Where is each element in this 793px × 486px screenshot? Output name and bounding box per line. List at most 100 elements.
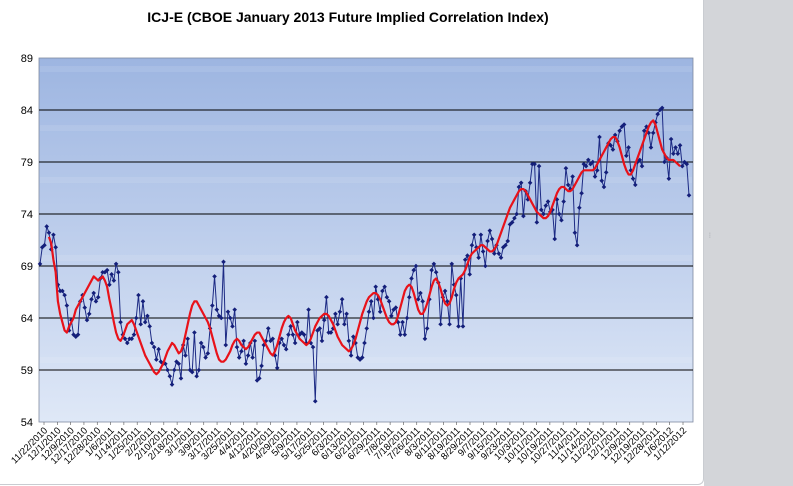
data-point-marker [185, 336, 191, 342]
data-point-marker [362, 340, 367, 346]
data-point-marker [201, 344, 206, 350]
data-point-marker [570, 174, 575, 179]
data-point-marker [151, 344, 157, 350]
data-point-marker [449, 261, 455, 267]
data-point-marker [590, 159, 596, 165]
data-point-marker [319, 338, 325, 344]
data-point-marker [675, 151, 681, 156]
data-point-marker [512, 215, 517, 221]
data-point-marker [500, 244, 506, 250]
data-point-marker [422, 336, 428, 342]
data-point-marker [498, 255, 504, 260]
data-point-marker [328, 330, 334, 335]
data-point-marker [594, 168, 600, 173]
data-point-marker [662, 159, 667, 165]
data-point-marker [534, 220, 540, 225]
data-point-marker [559, 217, 564, 223]
data-point-marker [145, 313, 150, 319]
data-point-marker [619, 124, 625, 129]
data-point-marker [46, 230, 52, 236]
data-point-marker [252, 338, 258, 344]
data-point-marker [301, 332, 307, 337]
data-point-marker [556, 211, 562, 217]
data-point-marker [601, 184, 607, 190]
data-point-marker [442, 288, 448, 294]
data-point-marker [165, 367, 170, 373]
data-point-marker [617, 128, 622, 134]
data-point-marker [632, 182, 638, 188]
data-point-marker [333, 311, 338, 317]
data-point-marker [109, 272, 114, 277]
data-point-marker [458, 276, 464, 281]
data-point-marker [42, 242, 47, 248]
y-tick-label: 79 [21, 157, 33, 169]
side-panel [704, 0, 793, 486]
data-point-marker [315, 328, 320, 333]
data-point-marker [317, 326, 323, 331]
data-point-marker [532, 161, 537, 167]
data-point-marker [402, 332, 408, 337]
data-point-marker [348, 353, 354, 358]
data-point-marker [321, 317, 327, 323]
data-point-marker [113, 261, 119, 267]
y-tick-label: 54 [21, 417, 33, 429]
data-point-marker [382, 284, 387, 290]
y-tick-label: 84 [21, 105, 33, 117]
data-point-marker [373, 284, 378, 290]
data-point-marker [60, 288, 65, 294]
data-point-marker [212, 274, 217, 279]
data-point-marker [299, 330, 305, 335]
data-point-marker [543, 203, 549, 208]
data-point-marker [357, 357, 363, 362]
data-point-marker [286, 332, 291, 337]
data-point-marker [478, 232, 484, 238]
data-point-marker [192, 330, 197, 335]
data-point-marker [597, 134, 602, 140]
y-tick-label: 59 [21, 365, 33, 377]
data-point-marker [686, 192, 692, 198]
data-point-marker [538, 207, 544, 213]
data-point-marker [257, 376, 262, 381]
data-point-marker [431, 261, 437, 267]
data-point-marker [163, 361, 168, 367]
data-point-marker [241, 338, 246, 344]
data-point-marker [292, 340, 298, 346]
data-point-marker [577, 205, 582, 211]
data-point-marker [86, 311, 92, 317]
data-point-marker [232, 307, 237, 312]
data-point-marker [53, 244, 58, 250]
data-point-marker [156, 346, 161, 352]
data-point-marker [324, 294, 329, 300]
data-point-marker [142, 319, 148, 325]
data-point-marker [492, 251, 497, 256]
data-point-marker [398, 332, 403, 337]
data-point-marker [84, 317, 90, 323]
data-point-marker [295, 319, 300, 325]
data-point-marker [169, 382, 175, 387]
data-point-marker [462, 257, 468, 263]
data-point-marker [404, 315, 410, 321]
resize-grip-icon[interactable]: ⋮ [707, 233, 713, 239]
data-point-marker [149, 340, 155, 346]
data-point-marker [279, 336, 284, 342]
y-tick-label: 69 [21, 261, 33, 273]
data-point-marker [176, 361, 182, 367]
data-point-marker [415, 296, 421, 302]
data-point-marker [270, 336, 276, 342]
data-point-marker [386, 299, 392, 304]
data-point-marker [630, 176, 636, 181]
data-point-marker [225, 309, 231, 315]
data-point-marker [245, 353, 251, 358]
x-axis-ticks: 11/22/201012/1/201012/9/201012/17/201012… [9, 422, 689, 467]
data-point-marker [214, 307, 220, 312]
data-point-marker [561, 199, 566, 204]
data-point-marker [91, 290, 97, 296]
data-point-marker [579, 190, 584, 196]
data-point-marker [377, 309, 383, 315]
data-point-marker [95, 294, 101, 300]
data-point-marker [541, 211, 546, 217]
data-point-marker [136, 292, 141, 298]
plot-band [40, 357, 692, 363]
data-point-marker [250, 355, 255, 360]
data-point-marker [673, 145, 678, 150]
